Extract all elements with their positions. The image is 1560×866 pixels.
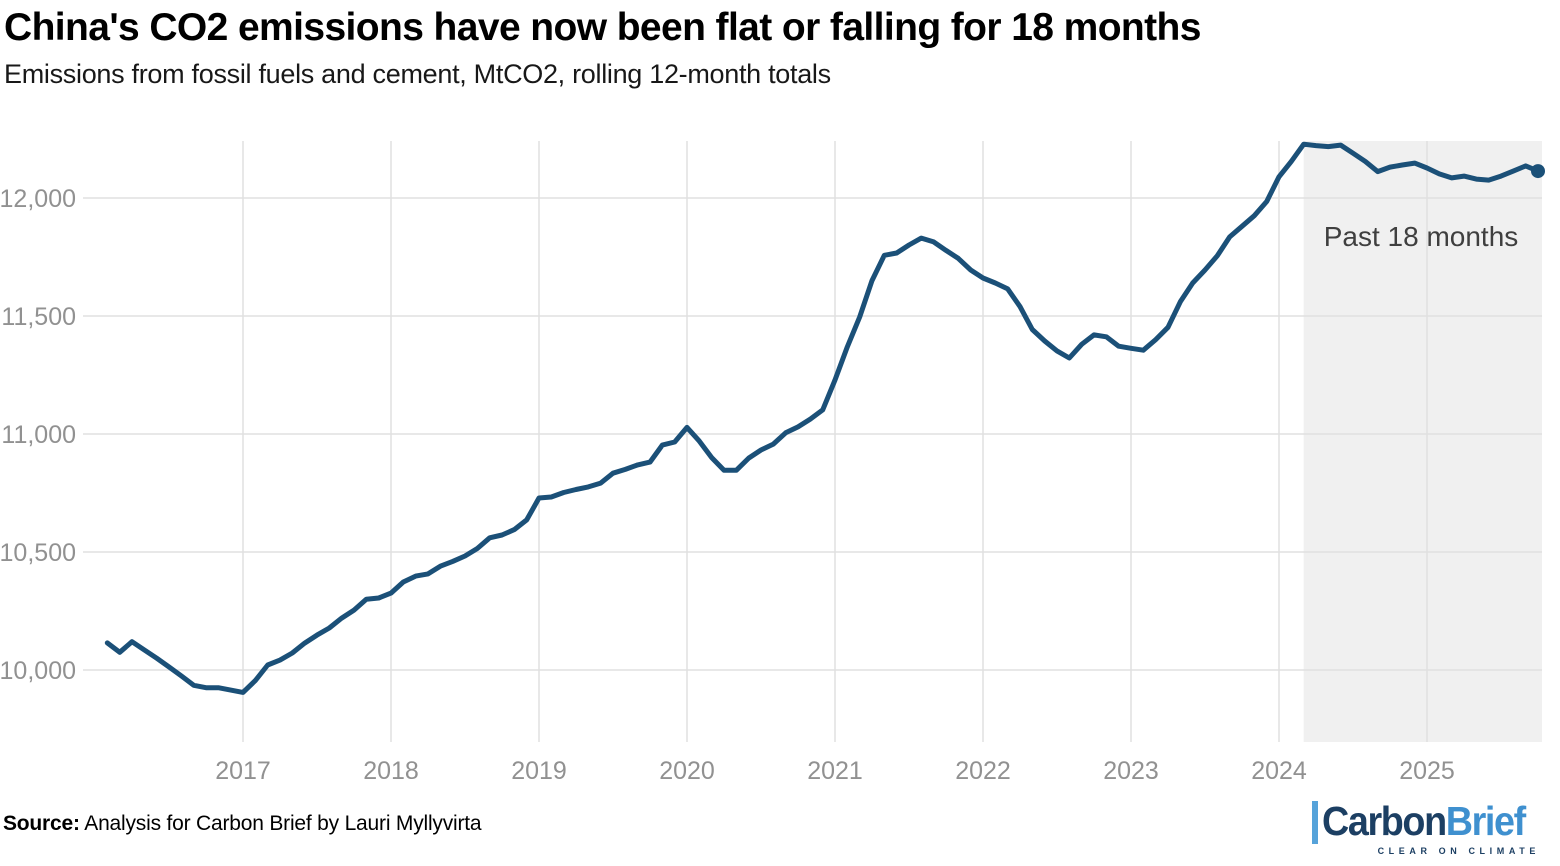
x-tick-label: 2019 [511, 757, 567, 785]
past-18-months-annotation: Past 18 months [1324, 221, 1519, 252]
y-axis-labels: 10,000 10,500 11,000 11,500 12,000 [0, 185, 76, 685]
carbonbrief-logo: CarbonBrief CLEAR ON CLIMATE [1311, 798, 1542, 860]
x-tick-label: 2023 [1103, 757, 1159, 785]
logo-bar-icon [1311, 801, 1318, 844]
x-tick-label: 2021 [807, 757, 863, 785]
y-tick-label: 10,500 [0, 539, 76, 567]
x-tick-label: 2018 [363, 757, 419, 785]
y-tick-label: 11,500 [1, 303, 76, 331]
x-tick-label: 2022 [955, 757, 1011, 785]
gridlines [83, 141, 1542, 742]
past-18-months-band [1303, 141, 1542, 742]
logo-carbon: Carbon [1321, 798, 1447, 844]
y-tick-label: 12,000 [0, 185, 76, 213]
x-tick-label: 2024 [1251, 757, 1307, 785]
y-tick-label: 10,000 [0, 657, 76, 685]
x-tick-label: 2020 [659, 757, 715, 785]
source-line: Source: Analysis for Carbon Brief by Lau… [3, 812, 482, 836]
x-axis-labels: 2017 2018 2019 2020 2021 2022 2023 2024 2025 [215, 757, 1455, 785]
emissions-line [104, 141, 1541, 695]
x-tick-label: 2017 [215, 757, 271, 785]
x-tick-label: 2025 [1399, 757, 1455, 785]
page-subtitle: Emissions from fossil fuels and cement, … [4, 59, 831, 89]
latest-point [1531, 164, 1545, 179]
page-title: China's CO2 emissions have now been flat… [4, 6, 1201, 49]
logo-brief: Brief [1445, 798, 1525, 844]
source-text: Analysis for Carbon Brief by Lauri Mylly… [79, 812, 482, 835]
y-tick-label: 11,000 [1, 421, 76, 449]
logo-tagline: CLEAR ON CLIMATE [1377, 846, 1540, 856]
source-label: Source: [3, 812, 80, 835]
carbonbrief-wordmark: CarbonBrief [1311, 798, 1542, 844]
